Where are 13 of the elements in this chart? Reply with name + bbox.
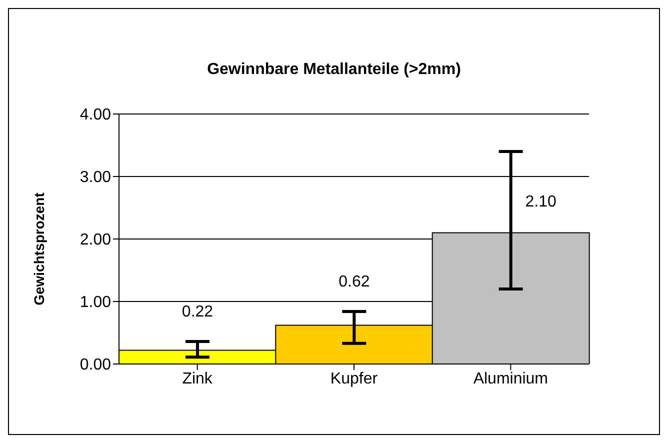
y-tick-label: 1.00 [80, 294, 112, 312]
y-tick-label: 0.00 [80, 356, 112, 374]
y-tick-label: 3.00 [80, 169, 112, 186]
data-label: 0.62 [338, 274, 370, 290]
x-tick-label: Aluminium [473, 370, 548, 388]
data-label: 0.22 [182, 304, 214, 320]
chart-title: Gewinnbare Metallanteile (>2mm) [206, 61, 462, 79]
x-tick-label: Kupfer [330, 370, 378, 388]
y-axis-title: Gewichtsprozent [31, 192, 47, 306]
data-label: 2.10 [525, 194, 557, 210]
y-tick-label: 2.00 [80, 232, 112, 249]
y-tick-label: 4.00 [80, 106, 112, 124]
x-tick-label: Zink [182, 370, 214, 388]
